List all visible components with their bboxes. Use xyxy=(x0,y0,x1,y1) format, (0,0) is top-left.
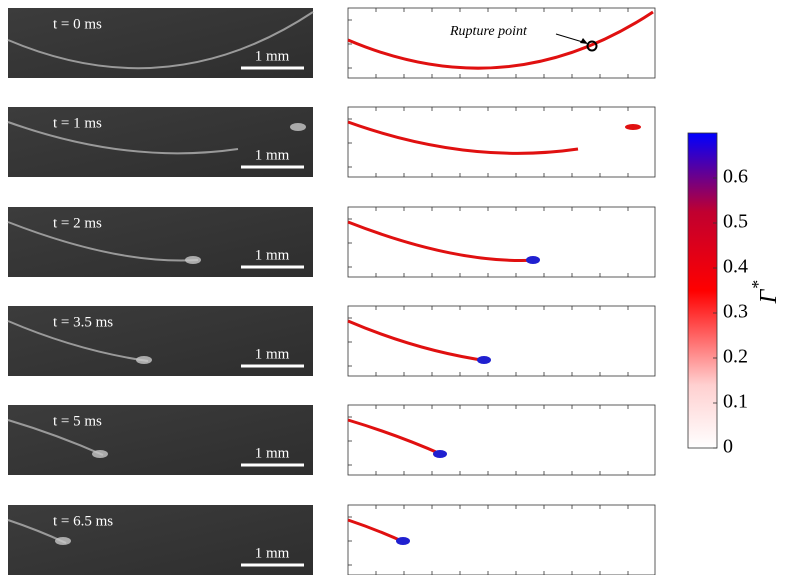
colorbar xyxy=(688,133,717,448)
droplet xyxy=(55,537,71,545)
photo-panel: t = 6.5 ms 1 mm xyxy=(8,505,313,575)
scale-label: 1 mm xyxy=(255,247,290,263)
time-label: t = 1 ms xyxy=(53,115,102,131)
time-label: t = 0 ms xyxy=(53,16,102,32)
droplet xyxy=(136,356,152,364)
colorbar-tick-label: 0.4 xyxy=(723,256,748,278)
colorbar-label: Γ* xyxy=(748,281,781,305)
time-label: t = 3.5 ms xyxy=(53,314,113,330)
scale-label: 1 mm xyxy=(255,48,290,64)
field-panel xyxy=(348,405,655,475)
rupture-tip xyxy=(526,256,540,264)
scale-label: 1 mm xyxy=(255,346,290,362)
field-frame xyxy=(348,505,655,575)
colorbar-tick-label: 0.5 xyxy=(723,211,748,233)
colorbar-tick-label: 0 xyxy=(723,436,733,458)
figure: t = 0 ms1 mmRupture pointt = 1 ms1 mmt =… xyxy=(0,0,785,575)
time-label: t = 2 ms xyxy=(53,215,102,231)
photo-panel: t = 0 ms 1 mm xyxy=(8,8,313,78)
field-frame xyxy=(348,107,655,177)
field-panel xyxy=(348,306,655,376)
colorbar-label-sup: * xyxy=(748,281,768,290)
field-frame xyxy=(348,306,655,376)
droplet xyxy=(92,450,108,458)
colorbar-tick-label: 0.1 xyxy=(723,391,748,413)
rupture-tip xyxy=(396,537,410,545)
field-panel xyxy=(348,505,655,575)
field-frame xyxy=(348,405,655,475)
colorbar-tick-label: 0.6 xyxy=(723,166,748,188)
colorbar-label-main: Γ xyxy=(756,288,782,304)
annotation: Rupture point xyxy=(449,24,528,39)
scale-label: 1 mm xyxy=(255,545,290,561)
rupture-tip xyxy=(433,450,447,458)
scale-label: 1 mm xyxy=(255,445,290,461)
field-panel xyxy=(348,107,655,177)
colorbar-tick-label: 0.3 xyxy=(723,301,748,323)
droplet xyxy=(290,123,306,131)
photo-panel: t = 3.5 ms 1 mm xyxy=(8,306,313,376)
colorbar-tick-label: 0.2 xyxy=(723,346,748,368)
photo-panel: t = 5 ms 1 mm xyxy=(8,405,313,475)
scale-label: 1 mm xyxy=(255,147,290,163)
photo-panel: t = 1 ms 1 mm xyxy=(8,107,313,177)
field-frame xyxy=(348,207,655,277)
field-panel: Rupture point xyxy=(348,8,655,78)
droplet xyxy=(185,256,201,264)
photo-panel: t = 2 ms 1 mm xyxy=(8,207,313,277)
rupture-tip xyxy=(477,356,491,364)
time-label: t = 6.5 ms xyxy=(53,513,113,529)
time-label: t = 5 ms xyxy=(53,413,102,429)
droplet-field xyxy=(625,124,641,130)
field-panel xyxy=(348,207,655,277)
